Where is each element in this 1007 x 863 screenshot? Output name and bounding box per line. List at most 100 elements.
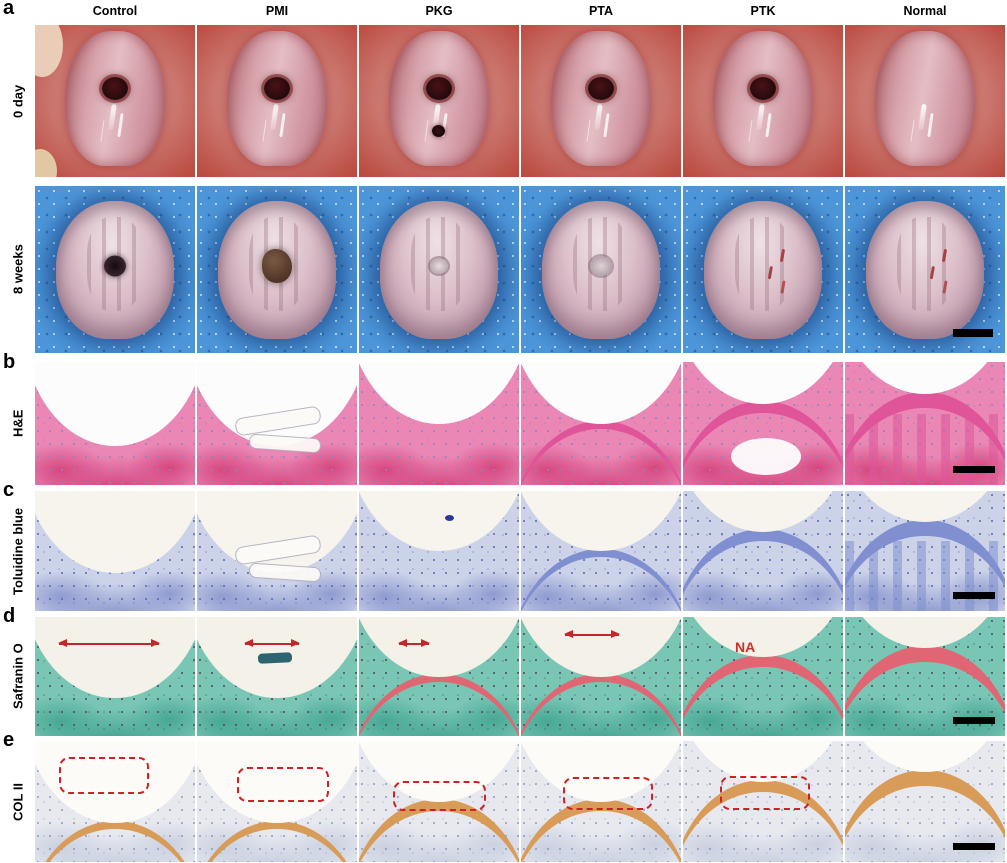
panel-he-control xyxy=(35,362,195,485)
row-label-0day: 0 day xyxy=(10,84,26,118)
photo-0day-pmi xyxy=(197,25,357,177)
defect-hole xyxy=(588,76,614,100)
cartilage-band xyxy=(359,674,519,736)
stain-deposit xyxy=(445,515,455,521)
panel-safranin-ptk: NA xyxy=(683,617,843,736)
scale-bar xyxy=(953,592,995,599)
photo-8weeks-normal xyxy=(845,186,1005,353)
scale-bar xyxy=(953,717,995,724)
panel-toluidine-pmi xyxy=(197,491,357,611)
photo-0day-pkg xyxy=(359,25,519,177)
panel-toluidine-normal xyxy=(845,491,1005,611)
photo-8weeks-pta xyxy=(521,186,681,353)
panel-safranin-pta xyxy=(521,617,681,736)
cartilage-band xyxy=(521,548,681,611)
collagen-band xyxy=(197,820,357,862)
defect-width-arrow xyxy=(564,630,620,638)
photo-0day-control xyxy=(35,25,195,177)
column-header-pta: PTA xyxy=(588,4,614,18)
photo-8weeks-pkg xyxy=(359,186,519,353)
defect-width-arrow xyxy=(398,639,430,647)
trochlear-groove xyxy=(875,31,975,167)
skin-patch xyxy=(35,149,57,177)
skin-patch xyxy=(35,25,63,77)
specimen xyxy=(866,200,984,339)
panel-he-normal xyxy=(845,362,1005,485)
defect-width-arrow xyxy=(244,639,300,647)
residual-defect xyxy=(590,256,612,277)
panel-letter-b: b xyxy=(3,351,16,373)
panel-letter-c: c xyxy=(3,479,15,501)
panel-he-ptk xyxy=(683,362,843,485)
column-header-pmi: PMI xyxy=(265,4,289,18)
photo-0day-ptk xyxy=(683,25,843,177)
panel-letter-d: d xyxy=(3,605,16,627)
photo-0day-normal xyxy=(845,25,1005,177)
panel-he-pta xyxy=(521,362,681,485)
row-label-col-ii: COL II xyxy=(10,782,26,821)
panel-toluidine-control xyxy=(35,491,195,611)
row-safranin-o: NA xyxy=(35,617,1005,736)
photo-0day-pta xyxy=(521,25,681,177)
scale-bar xyxy=(953,843,995,850)
panel-safranin-control xyxy=(35,617,195,736)
photo-8weeks-ptk xyxy=(683,186,843,353)
defect-hole xyxy=(102,76,128,100)
defect-width-arrow xyxy=(58,639,160,647)
row-label-8weeks: 8 weeks xyxy=(10,244,26,295)
panel-safranin-pkg xyxy=(359,617,519,736)
membrane-remnant xyxy=(257,651,293,664)
panel-letter-e: e xyxy=(3,729,15,751)
specimen xyxy=(56,200,174,339)
column-headers: Control PMI PKG PTA PTK Normal xyxy=(35,0,1005,22)
row-col-ii xyxy=(35,741,1005,862)
row-label-toluidine-blue: Toluidine blue xyxy=(10,507,26,595)
column-header-ptk: PTK xyxy=(750,4,776,18)
panel-colii-pmi xyxy=(197,741,357,862)
column-header-normal: Normal xyxy=(903,4,947,18)
panel-he-pkg xyxy=(359,362,519,485)
residual-defect xyxy=(262,249,292,284)
panel-toluidine-pta xyxy=(521,491,681,611)
defect-hole xyxy=(750,76,776,100)
roi-dashed-box xyxy=(59,757,149,794)
photo-8weeks-control xyxy=(35,186,195,353)
panel-toluidine-pkg xyxy=(359,491,519,611)
roi-dashed-box xyxy=(237,767,329,802)
scale-bar xyxy=(953,466,995,473)
column-header-control: Control xyxy=(92,4,138,18)
specimen xyxy=(704,200,822,339)
secondary-hole xyxy=(432,125,445,138)
panel-colii-ptk xyxy=(683,741,843,862)
row-toluidine-blue xyxy=(35,491,1005,611)
panel-colii-pta xyxy=(521,741,681,862)
panel-safranin-pmi xyxy=(197,617,357,736)
panel-toluidine-ptk xyxy=(683,491,843,611)
row-0day xyxy=(35,25,1005,177)
collagen-band xyxy=(35,820,195,862)
row-he xyxy=(35,362,1005,485)
cartilage-band xyxy=(521,421,681,485)
defect-hole xyxy=(264,76,290,100)
na-label: NA xyxy=(735,639,756,655)
column-header-pkg: PKG xyxy=(425,4,453,18)
panel-he-pmi xyxy=(197,362,357,485)
roi-dashed-box xyxy=(563,777,653,810)
panel-safranin-normal xyxy=(845,617,1005,736)
panel-letter-a: a xyxy=(3,0,15,19)
row-label-he: H&E xyxy=(10,409,26,438)
row-label-safranin-o: Safranin O xyxy=(10,643,26,710)
roi-dashed-box xyxy=(720,776,810,810)
panel-colii-normal xyxy=(845,741,1005,862)
row-8weeks xyxy=(35,186,1005,353)
panel-colii-control xyxy=(35,741,195,862)
defect-hole xyxy=(426,76,452,100)
cartilage-band xyxy=(521,674,681,736)
specimen xyxy=(380,200,498,339)
scale-bar xyxy=(953,329,993,337)
photo-8weeks-pmi xyxy=(197,186,357,353)
residual-defect xyxy=(430,258,448,275)
panel-colii-pkg xyxy=(359,741,519,862)
residual-defect xyxy=(104,255,126,277)
